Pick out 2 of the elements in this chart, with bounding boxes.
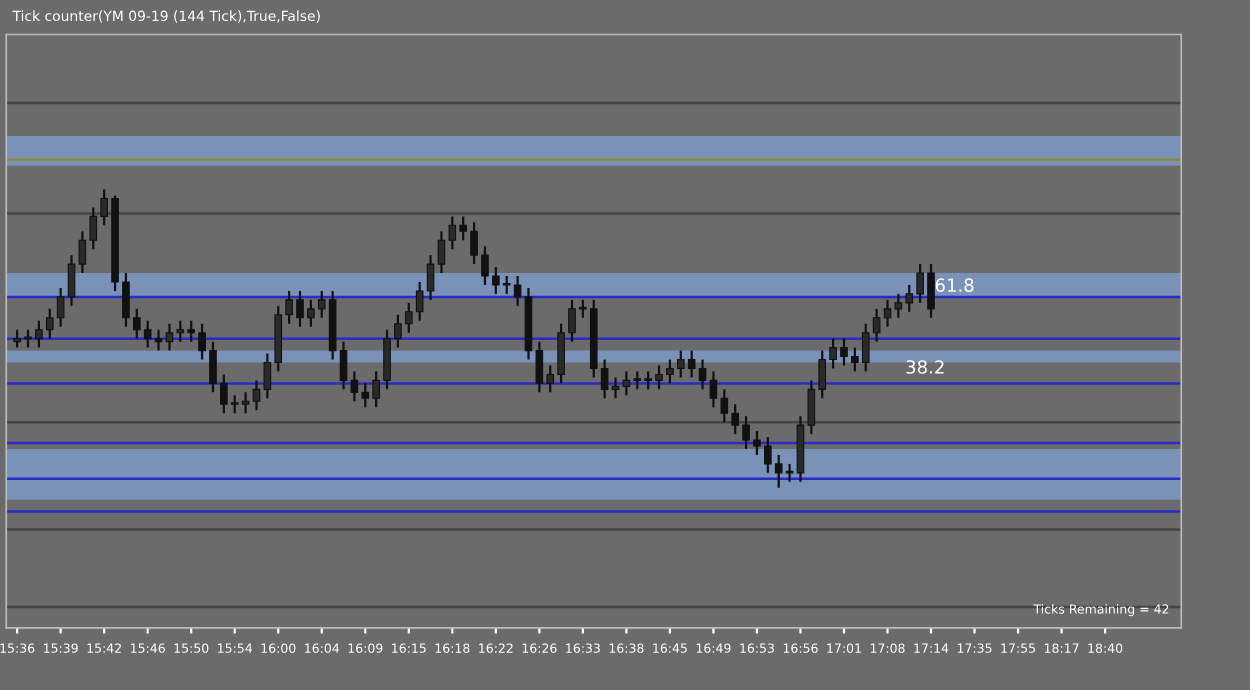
annotation: 61.8 (935, 278, 974, 292)
annotation: 38.2 (906, 360, 944, 374)
